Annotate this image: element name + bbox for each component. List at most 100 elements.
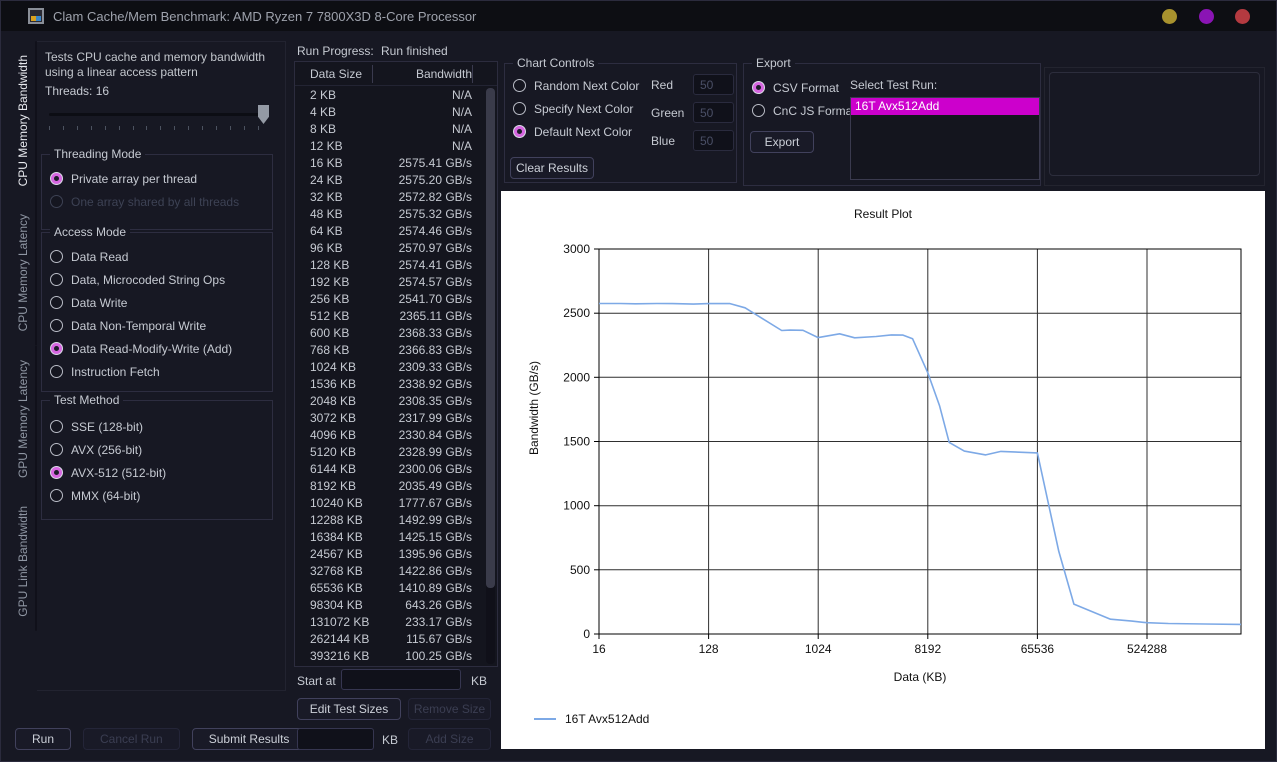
chart-controls-group: Chart Controls Random Next Color Specify … bbox=[504, 56, 737, 183]
table-row[interactable]: 98304 KB 643.26 GB/s bbox=[295, 596, 497, 613]
table-row[interactable]: 96 KB 2570.97 GB/s bbox=[295, 239, 497, 256]
sidebar-tab-cpu-memory-bandwidth[interactable]: CPU Memory Bandwidth bbox=[10, 41, 37, 201]
table-row[interactable]: 262144 KB 115.67 GB/s bbox=[295, 630, 497, 647]
add-size-input[interactable] bbox=[297, 728, 374, 750]
results-table: Data Size Bandwidth 2 KB N/A 4 KB N/A 8 KB N/… bbox=[294, 61, 498, 667]
cell-data-size: 10240 KB bbox=[310, 495, 363, 510]
table-row[interactable]: 8192 KB 2035.49 GB/s bbox=[295, 477, 497, 494]
table-row[interactable]: 2 KB N/A bbox=[295, 86, 497, 103]
cell-data-size: 393216 KB bbox=[310, 648, 370, 663]
cell-bandwidth: N/A bbox=[451, 87, 472, 102]
table-row[interactable]: 256 KB 2541.70 GB/s bbox=[295, 290, 497, 307]
column-header-data-size[interactable]: Data Size bbox=[310, 66, 363, 81]
threads-slider[interactable] bbox=[47, 102, 269, 132]
start-at-input[interactable] bbox=[341, 669, 461, 690]
run-progress-label: Run Progress: bbox=[297, 44, 374, 58]
next-color-option-default-next-color[interactable]: Default Next Color bbox=[513, 120, 732, 143]
column-header-bandwidth[interactable]: Bandwidth bbox=[415, 66, 472, 81]
radio-icon bbox=[50, 443, 63, 456]
table-row[interactable]: 4 KB N/A bbox=[295, 103, 497, 120]
svg-text:1024: 1024 bbox=[805, 642, 832, 656]
table-row[interactable]: 24 KB 2575.20 GB/s bbox=[295, 171, 497, 188]
export-format-option-cnc-js-format[interactable]: CnC JS Format bbox=[752, 99, 882, 122]
table-row[interactable]: 8 KB N/A bbox=[295, 120, 497, 137]
table-row[interactable]: 64 KB 2574.46 GB/s bbox=[295, 222, 497, 239]
access-mode-option-data-write[interactable]: Data Write bbox=[50, 291, 268, 314]
svg-text:16: 16 bbox=[592, 642, 606, 656]
sidebar-tab-gpu-memory-latency[interactable]: GPU Memory Latency bbox=[10, 345, 37, 492]
sidebar-tab-cpu-memory-latency[interactable]: CPU Memory Latency bbox=[10, 200, 37, 346]
test-method-option-mmx-64-bit[interactable]: MMX (64-bit) bbox=[50, 484, 268, 507]
test-method-option-sse-128-bit[interactable]: SSE (128-bit) bbox=[50, 415, 268, 438]
table-row[interactable]: 10240 KB 1777.67 GB/s bbox=[295, 494, 497, 511]
cell-bandwidth: 2574.41 GB/s bbox=[398, 257, 472, 272]
table-row[interactable]: 5120 KB 2328.99 GB/s bbox=[295, 443, 497, 460]
table-scrollbar[interactable] bbox=[486, 88, 495, 664]
next-color-option-random-next-color[interactable]: Random Next Color bbox=[513, 74, 732, 97]
clear-results-button[interactable]: Clear Results bbox=[510, 157, 594, 179]
table-row[interactable]: 16 KB 2575.41 GB/s bbox=[295, 154, 497, 171]
export-button[interactable]: Export bbox=[750, 131, 814, 153]
cell-bandwidth: 2572.82 GB/s bbox=[398, 189, 472, 204]
table-row[interactable]: 600 KB 2368.33 GB/s bbox=[295, 324, 497, 341]
next-color-option-specify-next-color[interactable]: Specify Next Color bbox=[513, 97, 732, 120]
edit-test-sizes-button[interactable]: Edit Test Sizes bbox=[297, 698, 401, 720]
table-row[interactable]: 32 KB 2572.82 GB/s bbox=[295, 188, 497, 205]
export-format-option-csv-format[interactable]: CSV Format bbox=[752, 76, 882, 99]
slider-track[interactable] bbox=[49, 113, 265, 116]
window-minimize-button[interactable] bbox=[1162, 9, 1177, 24]
access-mode-option-data-read[interactable]: Data Read bbox=[50, 245, 268, 268]
cell-data-size: 1024 KB bbox=[310, 359, 357, 374]
green-label: Green bbox=[651, 105, 685, 120]
table-row[interactable]: 6144 KB 2300.06 GB/s bbox=[295, 460, 497, 477]
scrollbar-thumb[interactable] bbox=[486, 88, 495, 588]
submit-results-button[interactable]: Submit Results bbox=[191, 728, 307, 750]
table-row[interactable]: 768 KB 2366.83 GB/s bbox=[295, 341, 497, 358]
sidebar-tab-gpu-link-bandwidth[interactable]: GPU Link Bandwidth bbox=[10, 491, 37, 631]
test-method-option-avx-256-bit[interactable]: AVX (256-bit) bbox=[50, 438, 268, 461]
cell-bandwidth: 2541.70 GB/s bbox=[398, 291, 472, 306]
results-table-body: 2 KB N/A 4 KB N/A 8 KB N/A 12 KB N/A 16 KB 2575.4… bbox=[295, 86, 497, 664]
access-mode-option-data-read-modify-write-add[interactable]: Data Read-Modify-Write (Add) bbox=[50, 337, 268, 360]
test-run-item[interactable]: 16T Avx512Add bbox=[851, 98, 1039, 115]
select-test-run-label: Select Test Run: bbox=[850, 78, 938, 92]
test-method-option-avx-512-512-bit[interactable]: AVX-512 (512-bit) bbox=[50, 461, 268, 484]
run-button[interactable]: Run bbox=[15, 728, 72, 750]
table-row[interactable]: 24567 KB 1395.96 GB/s bbox=[295, 545, 497, 562]
slider-thumb[interactable] bbox=[258, 105, 269, 124]
table-row[interactable]: 131072 KB 233.17 GB/s bbox=[295, 613, 497, 630]
table-row[interactable]: 128 KB 2574.41 GB/s bbox=[295, 256, 497, 273]
table-row[interactable]: 16384 KB 1425.15 GB/s bbox=[295, 528, 497, 545]
window-maximize-button[interactable] bbox=[1199, 9, 1214, 24]
table-row[interactable]: 512 KB 2365.11 GB/s bbox=[295, 307, 497, 324]
test-run-listbox[interactable]: 16T Avx512Add bbox=[850, 97, 1040, 180]
cell-bandwidth: 1410.89 GB/s bbox=[398, 580, 472, 595]
table-row[interactable]: 2048 KB 2308.35 GB/s bbox=[295, 392, 497, 409]
radio-icon bbox=[752, 81, 765, 94]
green-input bbox=[693, 102, 734, 123]
table-row[interactable]: 65536 KB 1410.89 GB/s bbox=[295, 579, 497, 596]
radio-label: Private array per thread bbox=[71, 171, 198, 186]
table-row[interactable]: 48 KB 2575.32 GB/s bbox=[295, 205, 497, 222]
svg-text:8192: 8192 bbox=[914, 642, 941, 656]
access-mode-option-data-non-temporal-write[interactable]: Data Non-Temporal Write bbox=[50, 314, 268, 337]
table-row[interactable]: 1024 KB 2309.33 GB/s bbox=[295, 358, 497, 375]
table-row[interactable]: 192 KB 2574.57 GB/s bbox=[295, 273, 497, 290]
window-close-button[interactable] bbox=[1235, 9, 1250, 24]
table-row[interactable]: 1536 KB 2338.92 GB/s bbox=[295, 375, 497, 392]
radio-label: Data, Microcoded String Ops bbox=[71, 272, 226, 287]
table-row[interactable]: 12 KB N/A bbox=[295, 137, 497, 154]
table-row[interactable]: 12288 KB 1492.99 GB/s bbox=[295, 511, 497, 528]
access-mode-option-data-microcoded-string-ops[interactable]: Data, Microcoded String Ops bbox=[50, 268, 268, 291]
table-row[interactable]: 3072 KB 2317.99 GB/s bbox=[295, 409, 497, 426]
threading-mode-option-private-array-per-thread[interactable]: Private array per thread bbox=[50, 167, 268, 190]
empty-listbox[interactable] bbox=[1049, 72, 1260, 176]
access-mode-option-instruction-fetch[interactable]: Instruction Fetch bbox=[50, 360, 268, 383]
table-row[interactable]: 393216 KB 100.25 GB/s bbox=[295, 647, 497, 664]
table-row[interactable]: 32768 KB 1422.86 GB/s bbox=[295, 562, 497, 579]
table-row[interactable]: 4096 KB 2330.84 GB/s bbox=[295, 426, 497, 443]
radio-label: Data Read bbox=[71, 249, 129, 264]
remove-size-button: Remove Size bbox=[408, 698, 491, 720]
radio-label: CnC JS Format bbox=[773, 103, 856, 118]
radio-label: MMX (64-bit) bbox=[71, 488, 141, 503]
